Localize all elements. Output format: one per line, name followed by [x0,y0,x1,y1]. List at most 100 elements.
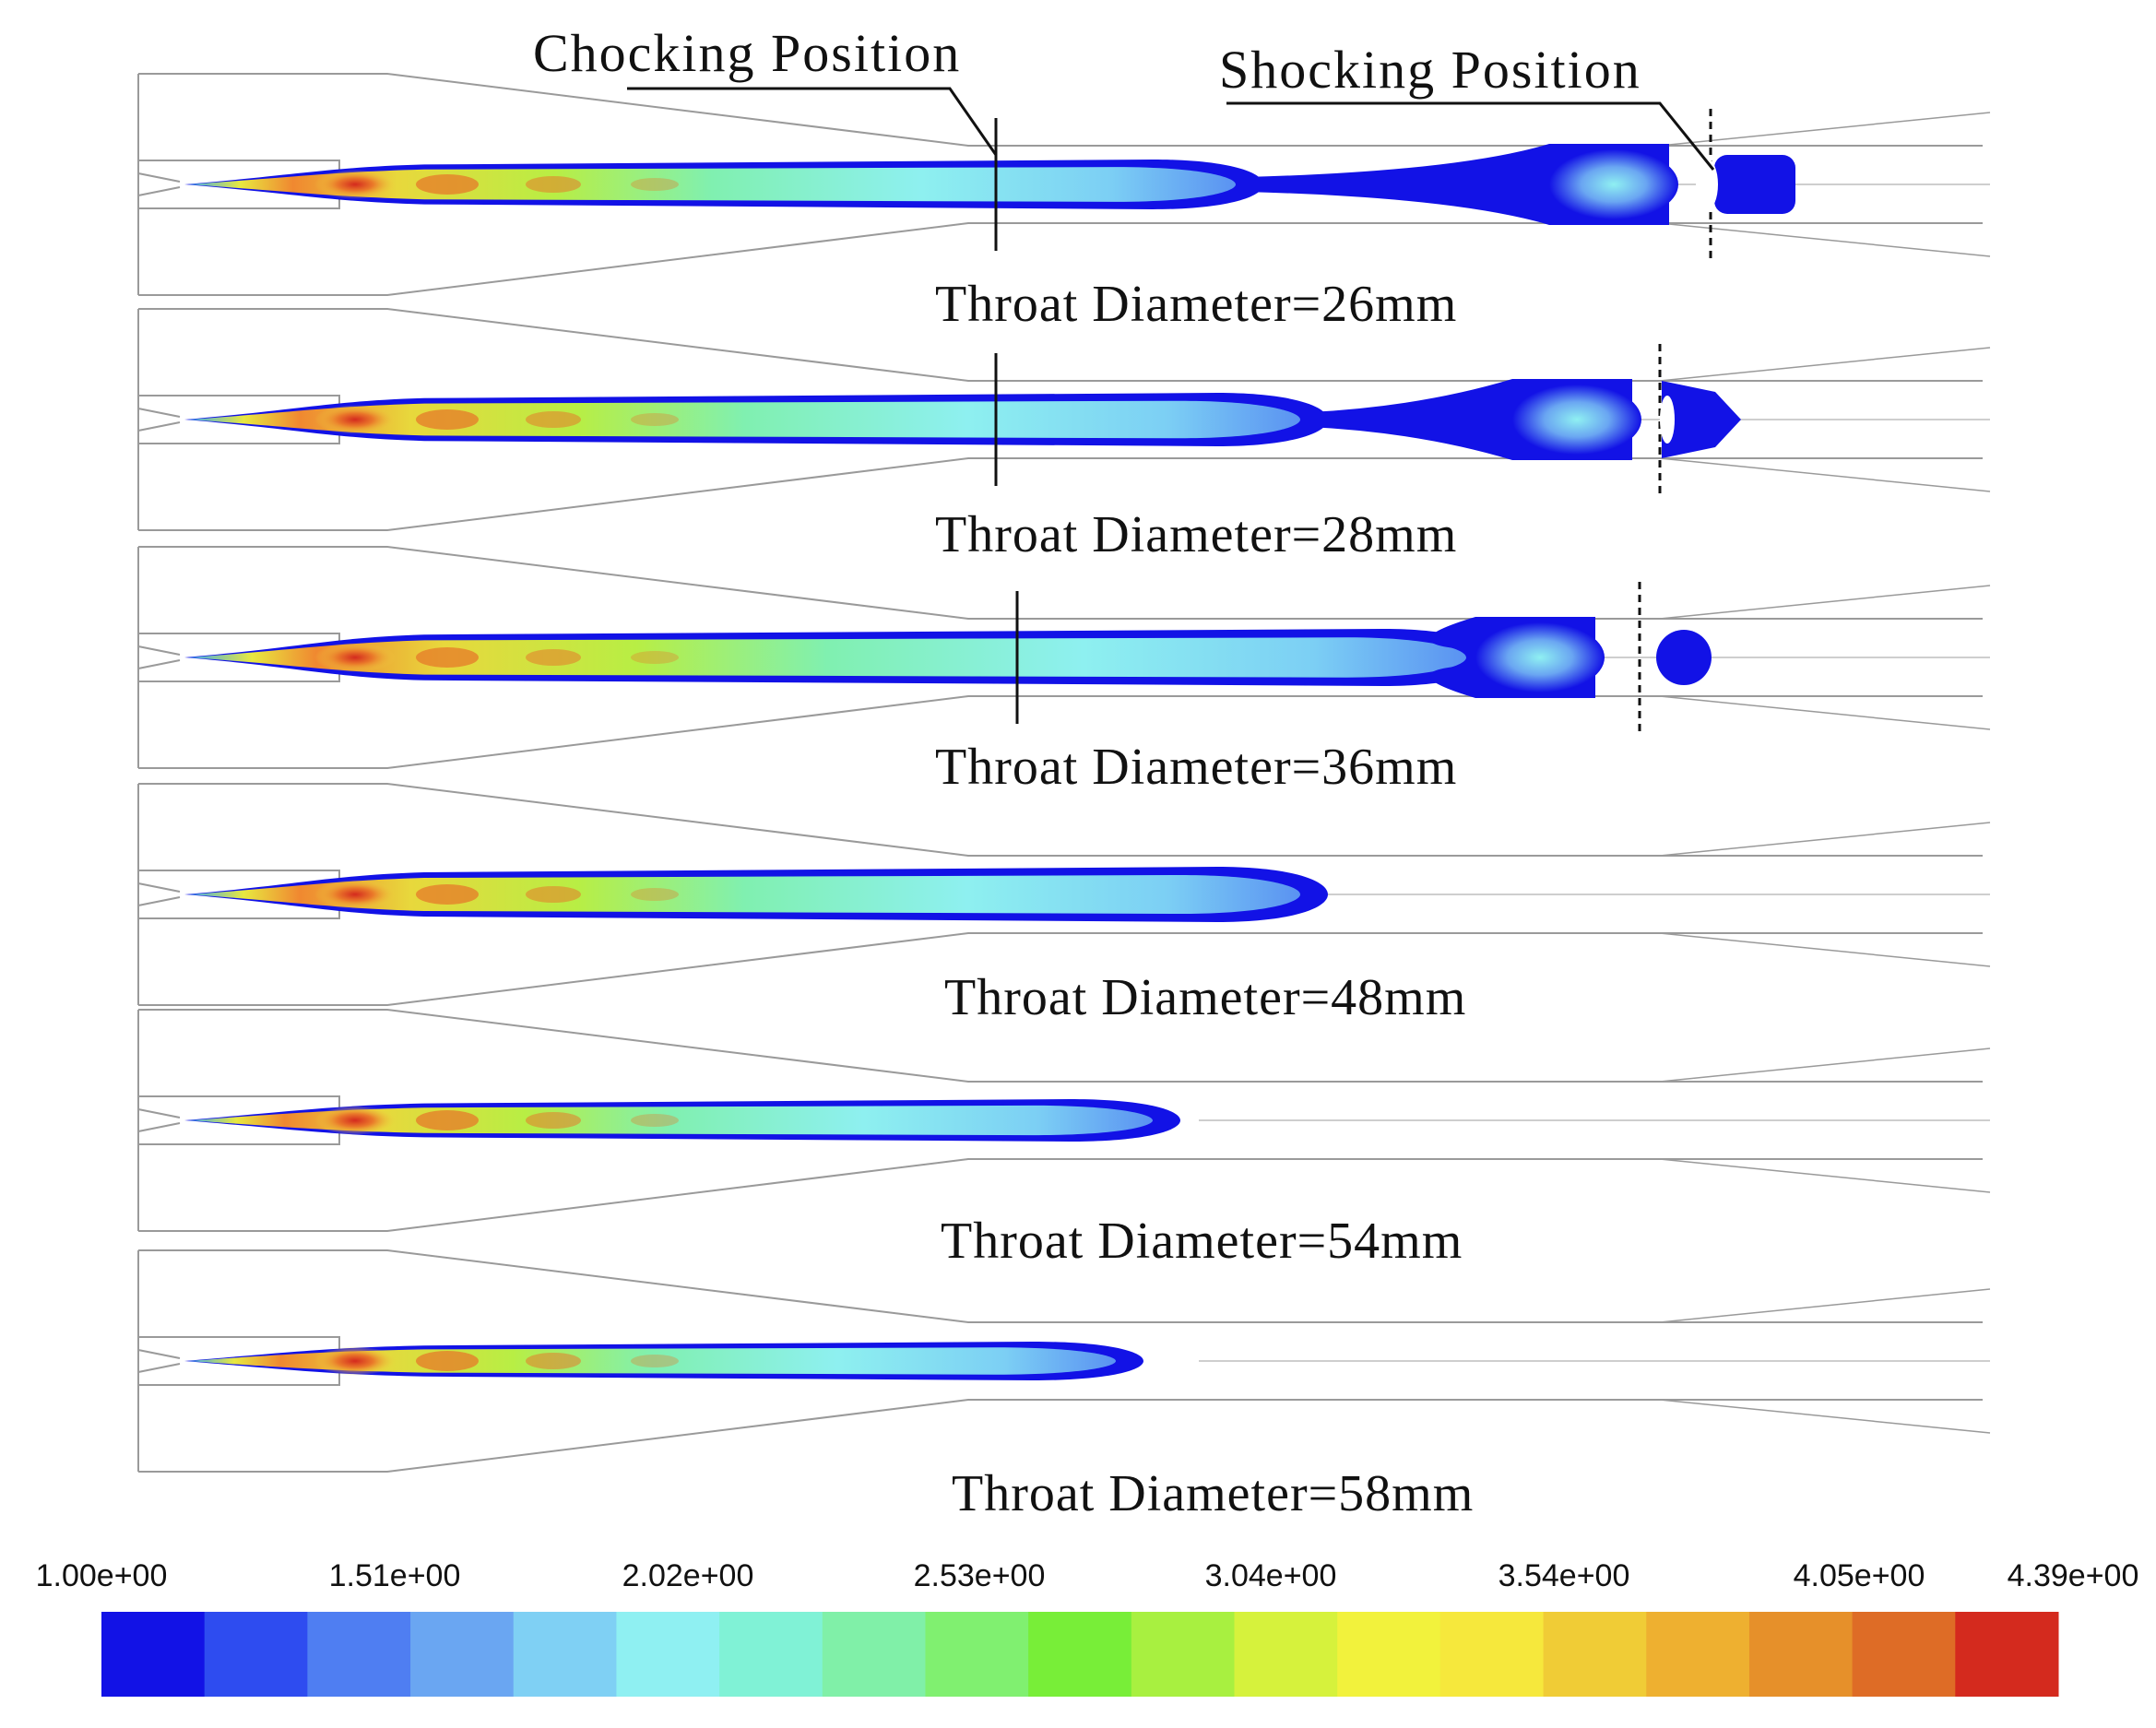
duct-wall-lower [138,457,1983,531]
nozzle-tip [137,1108,181,1132]
duct-wall-lower [138,222,1983,296]
chocking-position-label: Chocking Position [533,23,962,83]
diffuser-lower [1659,932,1991,967]
shock-cell [416,409,479,430]
colorbar-swatch [513,1612,617,1697]
panel-label-48mm: Throat Diameter=48mm [944,969,1467,1026]
shock-cell [416,174,479,195]
diffuser-upper [1659,112,1991,147]
colorbar-swatch [1234,1612,1338,1697]
jet-plume-core [188,1347,1116,1375]
panel-label-58mm: Throat Diameter=58mm [952,1465,1475,1522]
panel-2 [137,546,1991,769]
colorbar-tick: 1.00e+00 [35,1558,168,1593]
colorbar-tick: 3.04e+00 [1204,1558,1337,1593]
shock-front [1660,396,1675,444]
colorbar-tick: 2.53e+00 [913,1558,1046,1593]
diffuser-lower [1659,1158,1991,1193]
colorbar-swatch [616,1612,720,1697]
shock-cell [631,413,679,426]
diffuser-upper [1659,1047,1991,1083]
shock-cell [631,178,679,191]
shock-cell [416,884,479,905]
panel-label-36mm: Throat Diameter=36mm [935,739,1458,796]
nozzle-tip [137,645,181,669]
panel-label-26mm: Throat Diameter=26mm [935,276,1458,333]
panel-3 [137,783,1991,1006]
hot-spot [314,405,396,434]
nozzle-tip [137,1349,181,1373]
diffuser-lower [1659,1399,1991,1434]
panel-4 [137,1009,1991,1232]
diffuser-upper [1659,822,1991,857]
panel-label-54mm: Throat Diameter=54mm [941,1213,1463,1270]
duct-wall-lower [138,932,1983,1006]
diffuser-upper [1659,585,1991,620]
panel-1 [137,308,1991,531]
diffuser-lower [1659,695,1991,730]
jet-plume-core [188,875,1300,914]
shock-cell [526,176,581,193]
post-shock-region [1714,155,1795,214]
shock-cell [526,411,581,428]
hot-spot [314,1346,396,1376]
post-shock-region [1662,381,1741,458]
colorbar-swatch [1439,1612,1545,1697]
panel-5 [137,1249,1991,1473]
shock-cell [631,651,679,664]
diffuser-lower [1659,222,1991,257]
colorbar-swatch [822,1612,926,1697]
colorbar-swatch [1543,1612,1647,1697]
shock-cell [416,1110,479,1130]
duct-wall-lower [138,1158,1983,1232]
panel-label-28mm: Throat Diameter=28mm [935,506,1458,563]
duct-wall-lower [138,1399,1983,1473]
shock-cell [631,1114,679,1127]
colorbar-swatch [925,1612,1029,1697]
duct-wall-upper [138,1009,1983,1083]
panel-0 [137,73,1991,296]
shock-cell [526,649,581,666]
shock-cell [526,1112,581,1129]
colorbar-swatch [1646,1612,1750,1697]
colorbar-swatch [1955,1612,2059,1697]
colorbar-swatch [1028,1612,1132,1697]
diffuser-upper [1659,1288,1991,1323]
jet-plume-core [188,400,1300,439]
colorbar-swatch [1748,1612,1854,1697]
nozzle-tip [137,172,181,196]
diffuser-lower [1659,457,1991,492]
shock-cell [631,1355,679,1367]
nozzle-tip [137,408,181,432]
colorbar-swatch [410,1612,515,1697]
recompression-core [1549,149,1678,219]
colorbar-swatch [719,1612,823,1697]
colorbar-swatch [204,1612,308,1697]
shocking-position-label: Shocking Position [1219,40,1641,100]
duct-wall-upper [138,1249,1983,1323]
post-shock-region [1656,630,1712,685]
colorbar-tick: 3.54e+00 [1498,1558,1630,1593]
recompression-core [1475,622,1605,692]
colorbar-swatch [1131,1612,1236,1697]
shock-cell [416,1351,479,1371]
chocking-leader-line [627,87,998,156]
shock-cell [526,886,581,903]
shocking-leader-line [1226,101,1715,171]
colorbar-swatch [1852,1612,1956,1697]
shock-cell [631,888,679,901]
shock-cell [526,1353,581,1369]
jet-plume-core [188,637,1466,678]
duct-wall-upper [138,73,1983,147]
diffuser-upper [1659,347,1991,382]
hot-spot [314,1106,396,1135]
nozzle-tip [137,882,181,906]
colorbar-tick: 1.51e+00 [328,1558,461,1593]
duct-wall-upper [138,783,1983,857]
hot-spot [314,643,396,672]
shock-cell [416,647,479,668]
duct-wall-upper [138,308,1983,382]
colorbar-swatch [307,1612,411,1697]
hot-spot [314,880,396,909]
